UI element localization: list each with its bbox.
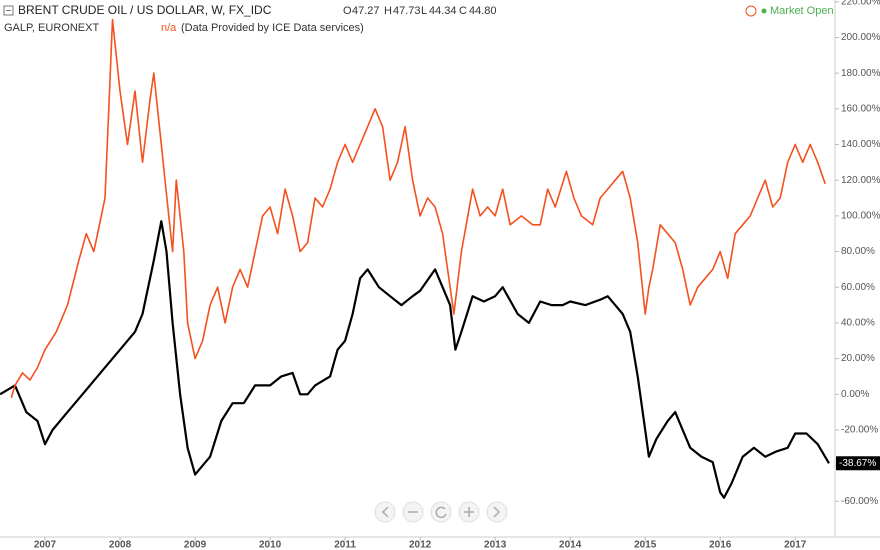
series-line	[10, 18, 826, 399]
data-note: (Data Provided by ICE Data services)	[181, 22, 364, 34]
y-tick-label: 120.00%	[841, 175, 880, 186]
y-tick-label: 200.00%	[841, 32, 880, 43]
compare-symbol: GALP, EURONEXT	[4, 22, 99, 34]
x-tick-label: 2009	[184, 540, 207, 550]
last-value-label: -38.67%	[839, 458, 876, 469]
ohlc-key: O	[343, 5, 352, 17]
ohlc-value: 47.27	[352, 5, 380, 17]
y-tick-label: -20.00%	[841, 425, 878, 436]
last-value-marker	[836, 456, 880, 471]
y-tick-label: 20.00%	[841, 353, 875, 364]
compare-value: n/a	[161, 22, 177, 34]
y-tick-label: 220.00%	[841, 0, 880, 7]
y-tick-label: -60.00%	[841, 496, 878, 507]
status-dot	[761, 8, 767, 14]
y-tick-label: 0.00%	[841, 389, 869, 400]
ohlc-key: C	[459, 5, 467, 17]
reset-icon	[435, 506, 447, 519]
x-tick-label: 2016	[709, 540, 732, 550]
collapse-icon[interactable]	[3, 5, 14, 16]
plot-area	[0, 18, 830, 499]
ohlc-value: 47.73	[393, 5, 421, 17]
x-tick-label: 2007	[34, 540, 57, 550]
x-tick-label: 2008	[109, 540, 132, 550]
legend: BRENT CRUDE OIL / US DOLLAR, W, FX_IDC O…	[3, 3, 834, 34]
scroll-right-button[interactable]	[486, 501, 508, 523]
x-tick-label: 2017	[784, 540, 807, 550]
ohlc-key: L	[421, 5, 427, 17]
symbol: BRENT CRUDE OIL / US DOLLAR, W, FX_IDC	[18, 3, 272, 17]
scroll-left-button[interactable]	[374, 501, 396, 523]
nav-icons	[381, 506, 501, 518]
x-tick-label: 2012	[409, 540, 432, 550]
y-tick-label: 60.00%	[841, 282, 875, 293]
nav-buttons	[374, 501, 508, 523]
reset-button[interactable]	[430, 501, 452, 523]
ohlc-value: 44.34	[429, 5, 457, 17]
y-tick-label: 40.00%	[841, 318, 875, 329]
alert-icon[interactable]	[745, 5, 757, 17]
y-tick-label: 140.00%	[841, 139, 880, 150]
y-tick-label: 180.00%	[841, 68, 880, 79]
y-tick-label: 160.00%	[841, 103, 880, 114]
x-tick-label: 2014	[559, 540, 582, 550]
y-tick-label: 100.00%	[841, 211, 880, 222]
ohlc-value: 44.80	[469, 5, 497, 17]
x-tick-label: 2015	[634, 540, 657, 550]
ohlc-key: H	[384, 5, 392, 17]
series-line	[0, 220, 830, 499]
x-tick-label: 2013	[484, 540, 507, 550]
y-tick-label: 80.00%	[841, 246, 875, 257]
x-tick-label: 2011	[334, 540, 356, 550]
x-tick-label: 2010	[259, 540, 282, 550]
market-status: Market Open	[770, 5, 834, 17]
